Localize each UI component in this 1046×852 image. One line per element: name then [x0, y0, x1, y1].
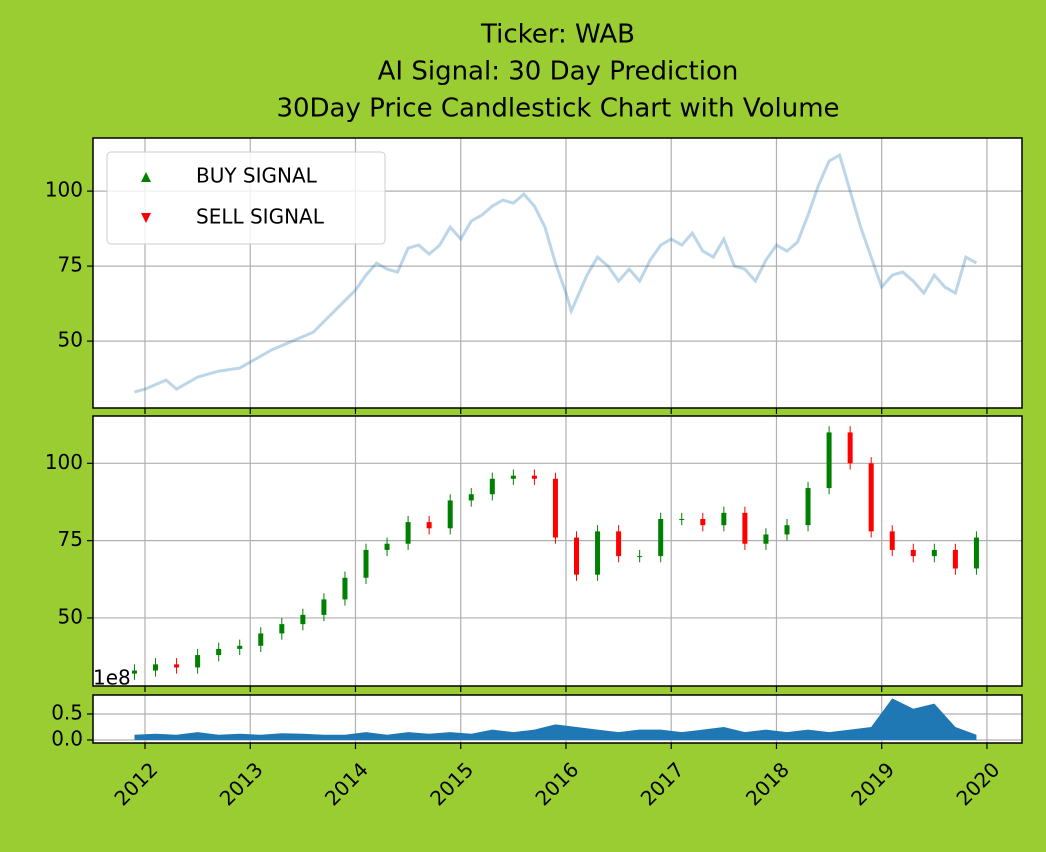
legend: BUY SIGNAL SELL SIGNAL	[106, 151, 386, 245]
title-line: Ticker: WAB	[480, 20, 635, 50]
candle-body	[195, 655, 201, 668]
candle-body	[468, 494, 474, 501]
candle-body	[868, 463, 874, 532]
y-tick-label: 75	[58, 253, 83, 277]
candle-body	[321, 599, 327, 615]
candle-body	[300, 614, 306, 625]
candle-body	[700, 518, 706, 526]
candle-body	[595, 531, 601, 575]
candle-body	[153, 664, 159, 671]
legend-label: BUY SIGNAL	[196, 164, 318, 188]
y-tick-label: 0.5	[51, 700, 83, 724]
candle-body	[258, 633, 264, 646]
candle-body	[447, 500, 453, 529]
candle-body	[531, 475, 537, 479]
plot-content	[93, 695, 1022, 743]
plot-content	[93, 416, 1022, 686]
candle-body	[973, 537, 979, 569]
y-tick-label: 50	[58, 328, 83, 352]
candle-body	[405, 522, 411, 544]
candle-body	[237, 645, 243, 649]
candle-body	[847, 432, 853, 464]
candle-body	[931, 549, 937, 557]
y-tick-label: 100	[45, 450, 83, 474]
offset-label: 1e8	[93, 666, 131, 690]
plot-area	[93, 416, 1022, 686]
candle-body	[363, 549, 369, 578]
candle-body	[763, 534, 769, 544]
candle-body	[910, 549, 916, 557]
candle-body	[216, 648, 222, 656]
y-tick-label: 0.0	[51, 726, 83, 750]
candle-body	[784, 525, 790, 535]
price-line	[134, 152, 978, 394]
candle-body	[952, 549, 958, 569]
plot-frame	[92, 694, 1023, 744]
title-line: AI Signal: 30 Day Prediction	[378, 57, 739, 87]
title-line: 30Day Price Candlestick Chart with Volum…	[276, 94, 839, 124]
candle-body	[279, 624, 285, 634]
y-tick-label: 75	[58, 527, 83, 551]
candle-body	[889, 531, 895, 550]
candle-body	[805, 488, 811, 526]
candle-body	[826, 432, 832, 489]
candle-body	[721, 512, 727, 526]
plot-frame	[92, 137, 1023, 409]
candle-body	[637, 556, 643, 558]
candle-body	[489, 478, 495, 495]
candle-body	[384, 543, 390, 550]
y-tick-label: 100	[45, 178, 83, 202]
candle-body	[552, 478, 558, 538]
y-tick-label: 50	[58, 604, 83, 628]
candle-body	[131, 670, 137, 674]
legend-marker	[141, 172, 151, 182]
legend-box	[106, 151, 386, 245]
candle-body	[426, 522, 432, 529]
plot-content	[93, 138, 1022, 408]
plot-frame	[92, 415, 1023, 687]
candle-body	[342, 577, 348, 600]
candle-body	[658, 518, 664, 557]
legend-label: SELL SIGNAL	[196, 205, 325, 229]
volume-area	[134, 698, 977, 740]
candle-body	[174, 664, 180, 668]
candle-body	[573, 537, 579, 575]
candle-body	[742, 512, 748, 544]
candle-body	[616, 531, 622, 557]
candle-body	[510, 475, 516, 479]
legend-marker	[141, 213, 151, 223]
candle-body	[679, 518, 685, 520]
